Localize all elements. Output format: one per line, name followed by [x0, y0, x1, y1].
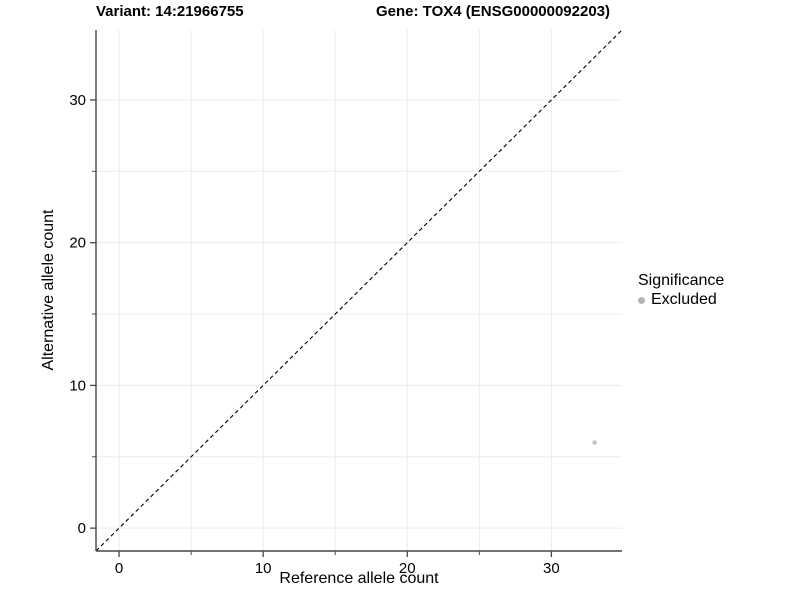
legend-entry-label: Excluded	[651, 291, 717, 308]
legend-title: Significance	[638, 272, 725, 289]
data-point	[592, 440, 597, 445]
gene-title: Gene: TOX4 (ENSG00000092203)	[376, 3, 611, 20]
x-tick-label: 10	[255, 560, 272, 577]
identity-dashed-line	[95, 29, 623, 552]
x-tick-label: 20	[399, 560, 416, 577]
y-tick-label: 30	[69, 92, 86, 109]
variant-title: Variant: 14:21966755	[96, 3, 244, 20]
y-tick-label: 0	[78, 520, 86, 537]
x-tick-label: 30	[543, 560, 560, 577]
legend: Significance Excluded	[638, 271, 724, 309]
legend-entry: Excluded	[638, 291, 724, 309]
legend-key-dot	[638, 296, 645, 304]
y-tick-label: 20	[69, 235, 86, 252]
x-tick-label: 0	[115, 560, 123, 577]
y-axis-label: Alternative allele count	[40, 209, 57, 371]
y-tick-label: 10	[69, 377, 86, 394]
x-axis-label: Reference allele count	[279, 570, 439, 587]
